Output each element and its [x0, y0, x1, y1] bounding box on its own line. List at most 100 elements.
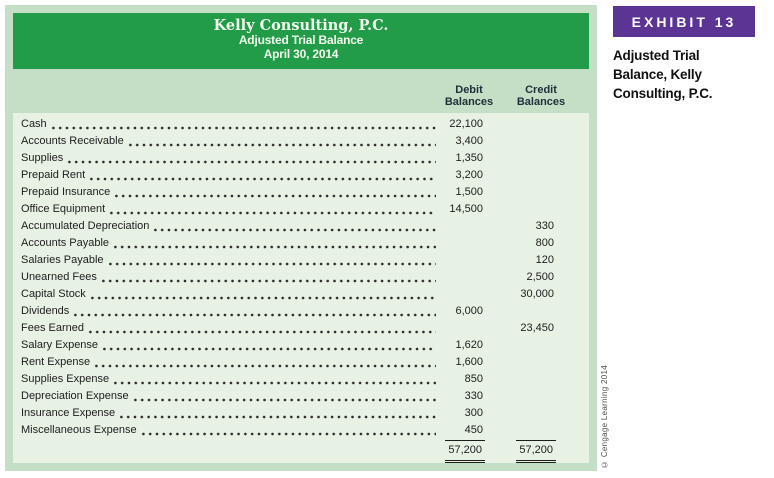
dot-leader — [108, 211, 436, 215]
debit-value: 22,100 — [449, 118, 483, 130]
debit-cell: 1,620 — [440, 337, 485, 354]
debit-cell: 3,400 — [440, 133, 485, 150]
table-row: Cash 22,100 — [13, 116, 589, 133]
dot-leader — [112, 381, 436, 385]
debit-cell — [440, 320, 485, 337]
debit-cell: 1,500 — [440, 184, 485, 201]
dot-leader — [93, 364, 436, 368]
debit-value: 450 — [464, 424, 483, 436]
table-row: Prepaid Rent 3,200 — [13, 167, 589, 184]
exhibit-tag: EXHIBIT 13 — [631, 13, 737, 30]
credit-cell — [485, 422, 556, 439]
credit-value: 120 — [535, 254, 554, 266]
dot-leader — [131, 398, 436, 402]
total-debit-cell: 57,200 — [440, 440, 485, 463]
account-name: Prepaid Rent — [21, 169, 86, 181]
credit-cell — [485, 405, 556, 422]
table-row: Accounts Payable 800 — [13, 235, 589, 252]
credit-header-line2: Balances — [516, 96, 566, 108]
exhibit-sidebar: EXHIBIT 13 Adjusted Trial Balance, Kelly… — [613, 6, 769, 103]
debit-column-header: Debit Balances — [444, 84, 494, 108]
credit-value: 2,500 — [526, 271, 554, 283]
credit-cell — [485, 303, 556, 320]
account-name: Office Equipment — [21, 203, 106, 215]
debit-cell: 330 — [440, 388, 485, 405]
table-row: Salaries Payable 120 — [13, 252, 589, 269]
table-row: Accumulated Depreciation 330 — [13, 218, 589, 235]
table-row: Office Equipment 14,500 — [13, 201, 589, 218]
debit-cell: 3,200 — [440, 167, 485, 184]
table-row: Accounts Receivable 3,400 — [13, 133, 589, 150]
statement-date: April 30, 2014 — [263, 46, 339, 61]
total-credit-cell: 57,200 — [485, 440, 556, 463]
dot-leader — [139, 432, 436, 436]
credit-cell: 120 — [485, 252, 556, 269]
account-name: Supplies Expense — [21, 373, 110, 385]
debit-cell: 1,600 — [440, 354, 485, 371]
credit-cell — [485, 133, 556, 150]
dot-leader — [66, 160, 436, 164]
debit-value: 330 — [464, 390, 483, 402]
dot-leader — [49, 126, 436, 130]
dot-leader — [99, 279, 436, 283]
debit-cell: 14,500 — [440, 201, 485, 218]
exhibit-caption: Adjusted Trial Balance, Kelly Consulting… — [613, 48, 713, 101]
debit-cell — [440, 269, 485, 286]
dot-leader — [88, 177, 436, 181]
table-row: Unearned Fees 2,500 — [13, 269, 589, 286]
account-name: Dividends — [21, 305, 70, 317]
account-name: Salaries Payable — [21, 254, 104, 266]
table-row: Prepaid Insurance 1,500 — [13, 184, 589, 201]
total-debit-value: 57,200 — [445, 440, 485, 463]
credit-cell — [485, 184, 556, 201]
column-headers: Debit Balances Credit Balances — [13, 69, 589, 113]
credit-cell: 23,450 — [485, 320, 556, 337]
credit-cell: 800 — [485, 235, 556, 252]
account-name: Unearned Fees — [21, 271, 97, 283]
dot-leader — [86, 330, 436, 334]
account-name: Supplies — [21, 152, 64, 164]
credit-value: 30,000 — [520, 288, 554, 300]
account-name: Capital Stock — [21, 288, 86, 300]
adjusted-trial-balance-table: Kelly Consulting, P.C. Adjusted Trial Ba… — [5, 5, 597, 471]
credit-cell — [485, 354, 556, 371]
account-rows: Cash 22,100 Accounts Receivable 3,400 Su… — [13, 113, 589, 463]
dot-leader — [88, 296, 436, 300]
credit-cell — [485, 388, 556, 405]
debit-cell — [440, 252, 485, 269]
account-name: Cash — [21, 118, 47, 130]
credit-cell — [485, 167, 556, 184]
table-row: Salary Expense 1,620 — [13, 337, 589, 354]
totals-row: 57,200 57,200 — [13, 440, 589, 463]
account-name: Depreciation Expense — [21, 390, 129, 402]
credit-cell — [485, 116, 556, 133]
dot-leader — [101, 347, 436, 351]
table-row: Fees Earned 23,450 — [13, 320, 589, 337]
statement-title: Adjusted Trial Balance — [238, 33, 364, 47]
credit-cell — [485, 371, 556, 388]
account-name: Accumulated Depreciation — [21, 220, 150, 232]
debit-value: 1,600 — [455, 356, 483, 368]
dot-leader — [72, 313, 436, 317]
table-row: Miscellaneous Expense 450 — [13, 422, 589, 439]
credit-header-line1: Credit — [525, 84, 557, 96]
account-name: Miscellaneous Expense — [21, 424, 137, 436]
table-row: Rent Expense 1,600 — [13, 354, 589, 371]
statement-header: Kelly Consulting, P.C. Adjusted Trial Ba… — [13, 13, 589, 69]
credit-value: 23,450 — [520, 322, 554, 334]
copyright-vertical-text: © Cengage Learning 2014 — [600, 365, 609, 469]
debit-header-line1: Debit — [455, 84, 483, 96]
account-name: Accounts Receivable — [21, 135, 124, 147]
debit-header-line2: Balances — [444, 96, 494, 108]
credit-cell: 330 — [485, 218, 556, 235]
debit-cell: 6,000 — [440, 303, 485, 320]
debit-value: 6,000 — [455, 305, 483, 317]
debit-value: 850 — [464, 373, 483, 385]
debit-value: 1,500 — [455, 186, 483, 198]
account-name: Rent Expense — [21, 356, 91, 368]
debit-cell — [440, 286, 485, 303]
debit-cell: 850 — [440, 371, 485, 388]
exhibit-banner: EXHIBIT 13 — [613, 6, 755, 37]
dot-leader — [126, 143, 436, 147]
debit-cell: 450 — [440, 422, 485, 439]
